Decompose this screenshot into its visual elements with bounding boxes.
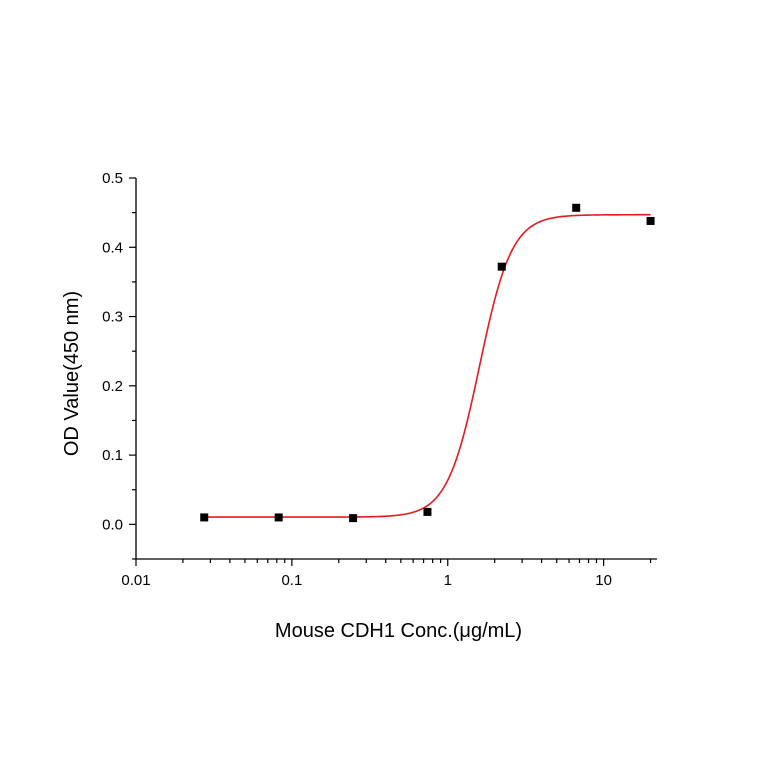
fit-curve: [204, 213, 651, 518]
data-point: [349, 514, 358, 523]
y-tick-label: 0.2: [102, 378, 123, 395]
y-tick-label: 0.3: [102, 309, 123, 326]
fit-curve-layer: [204, 213, 651, 518]
x-axis-title: Mouse CDH1 Conc.(μg/mL): [275, 620, 522, 642]
x-axis-ticks: 0.01 0.1 1 10: [121, 559, 652, 589]
y-tick-label: 0.1: [102, 447, 123, 464]
data-point: [572, 203, 581, 212]
data-point: [646, 216, 655, 225]
data-points-layer: [200, 203, 655, 523]
data-point: [200, 513, 209, 522]
y-axis-title: OD Value(450 nm): [61, 291, 83, 456]
axes: [135, 178, 657, 560]
data-point: [423, 507, 432, 516]
x-tick-label: 0.1: [281, 572, 302, 589]
x-tick-label: 10: [595, 572, 612, 589]
data-point: [497, 262, 506, 271]
y-tick-label: 0.5: [102, 170, 123, 187]
y-tick-label: 0.0: [102, 516, 123, 533]
x-tick-label: 0.01: [121, 572, 150, 589]
y-axis-ticks: 0.0 0.1 0.2 0.3 0.4 0.5: [102, 170, 136, 560]
x-tick-label: 1: [444, 572, 452, 589]
data-point: [274, 513, 283, 522]
y-tick-label: 0.4: [102, 239, 123, 256]
